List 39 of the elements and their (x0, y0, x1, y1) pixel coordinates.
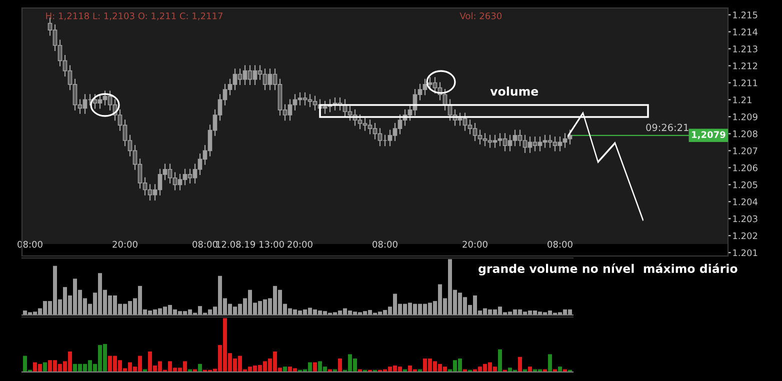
y-tick-label: 1.213 (733, 45, 758, 52)
y-tick-label: 1.202 (733, 232, 758, 240)
y-tick-label: 1.204 (733, 198, 758, 206)
y-tick-label: 1.215 (733, 12, 758, 18)
bar (518, 356, 522, 372)
annotation: 09:26:21 (646, 124, 688, 132)
y-tick-label: 1.209 (733, 113, 758, 120)
y-tick-label: 1.201 (733, 249, 758, 256)
bar (283, 366, 287, 372)
y-tick-label: 1.214 (733, 28, 758, 36)
y-tick-label: 1.203 (733, 215, 758, 222)
annotation: H: 1,2118 L: 1,2103 O: 1,211 C: 1,2117 (46, 12, 222, 20)
x-tick-label: 08:00 (372, 240, 398, 248)
x-tick-label: 08:00 (192, 240, 218, 248)
x-tick-label: 20:00 (288, 240, 312, 248)
y-tick-label: 1.212 (733, 62, 758, 70)
annotation: grande volume no nível máximo diário (478, 263, 738, 276)
x-tick-label: 08:00 (18, 240, 42, 248)
x-tick-label: 20:00 (112, 240, 138, 248)
x-tick-label: 08:00 (548, 240, 572, 248)
x-tick-label: 12.08.19 13:00 (216, 240, 284, 248)
bar (313, 362, 317, 372)
y-tick-label: 1.211 (733, 79, 758, 86)
annotation: volume (490, 86, 538, 96)
bar (198, 364, 202, 372)
y-tick-label: 1.206 (733, 164, 758, 172)
x-tick-label: 20:00 (462, 240, 488, 248)
y-tick-label: 1.21 (733, 96, 752, 104)
bar (558, 366, 562, 372)
y-tick-label: 1.208 (733, 130, 758, 138)
bar (498, 349, 502, 372)
annotation: Vol: 2630 (460, 12, 502, 20)
ref-line-label: 1,2079 (692, 131, 726, 140)
bar (548, 354, 552, 372)
bar (528, 366, 532, 372)
bar (338, 358, 342, 372)
bar (43, 362, 47, 372)
y-tick-label: 1.207 (733, 147, 758, 154)
y-tick-label: 1.205 (733, 181, 758, 188)
